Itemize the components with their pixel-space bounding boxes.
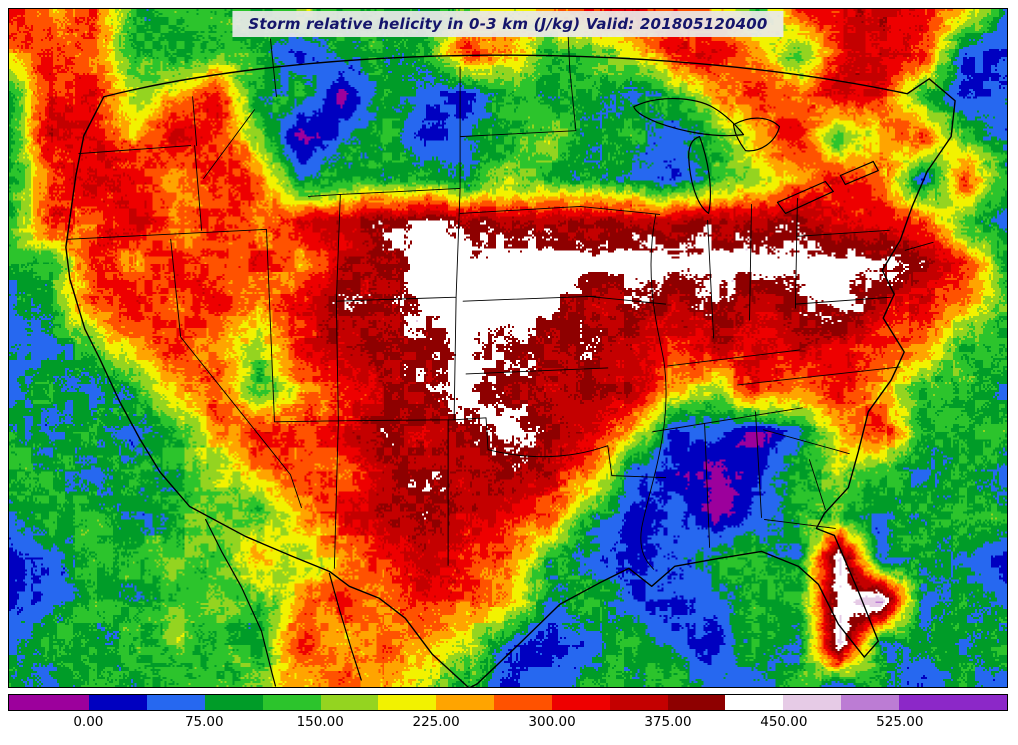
helicity-field-canvas <box>9 9 1007 687</box>
map-title: Storm relative helicity in 0-3 km (J/kg)… <box>232 11 784 37</box>
colorbar-segment <box>609 695 668 710</box>
colorbar-labels: 0.00 75.00 150.00 225.00 300.00 375.00 450.00 5… <box>8 714 1008 736</box>
colorbar-segment <box>551 695 610 710</box>
state-lines-plains <box>447 66 613 566</box>
colorbar-segment <box>725 695 784 710</box>
colorbar-tick-label: 75.00 <box>184 714 224 730</box>
state-lines-midwest <box>579 203 836 570</box>
state-lines-east <box>270 30 934 510</box>
colorbar-segment <box>667 695 726 710</box>
colorbar-segment <box>9 695 90 710</box>
state-lines-west <box>66 96 339 569</box>
colorbar-tick-label: 450.00 <box>760 714 808 730</box>
colorbar-segment <box>262 695 321 710</box>
state-lines-rockies <box>307 188 461 422</box>
us-outline <box>65 54 956 687</box>
colorbar-tick-label: 0.00 <box>73 714 104 730</box>
colorbar-segment <box>147 695 205 710</box>
colorbar-segment <box>841 695 900 710</box>
colorbar-tick-label: 300.00 <box>528 714 576 730</box>
colorbar-segment <box>436 695 495 710</box>
map-area: Storm relative helicity in 0-3 km (J/kg)… <box>8 8 1008 688</box>
colorbar-segment <box>783 695 842 710</box>
colorbar-segment <box>899 695 1007 710</box>
colorbar-segment <box>204 695 263 710</box>
colorbar-segment <box>89 695 148 710</box>
colorbar-tick-label: 150.00 <box>296 714 344 730</box>
colorbar-tick-label: 525.00 <box>876 714 924 730</box>
state-borders-overlay <box>65 30 956 687</box>
colorbar <box>8 694 1008 711</box>
colorbar-segment <box>494 695 552 710</box>
colorbar-segment <box>320 695 379 710</box>
colorbar-tick-label: 375.00 <box>644 714 692 730</box>
great-lakes <box>633 98 879 214</box>
colorbar-segment <box>378 695 437 710</box>
colorbar-tick-label: 225.00 <box>412 714 460 730</box>
baja-coastlines <box>205 518 362 687</box>
